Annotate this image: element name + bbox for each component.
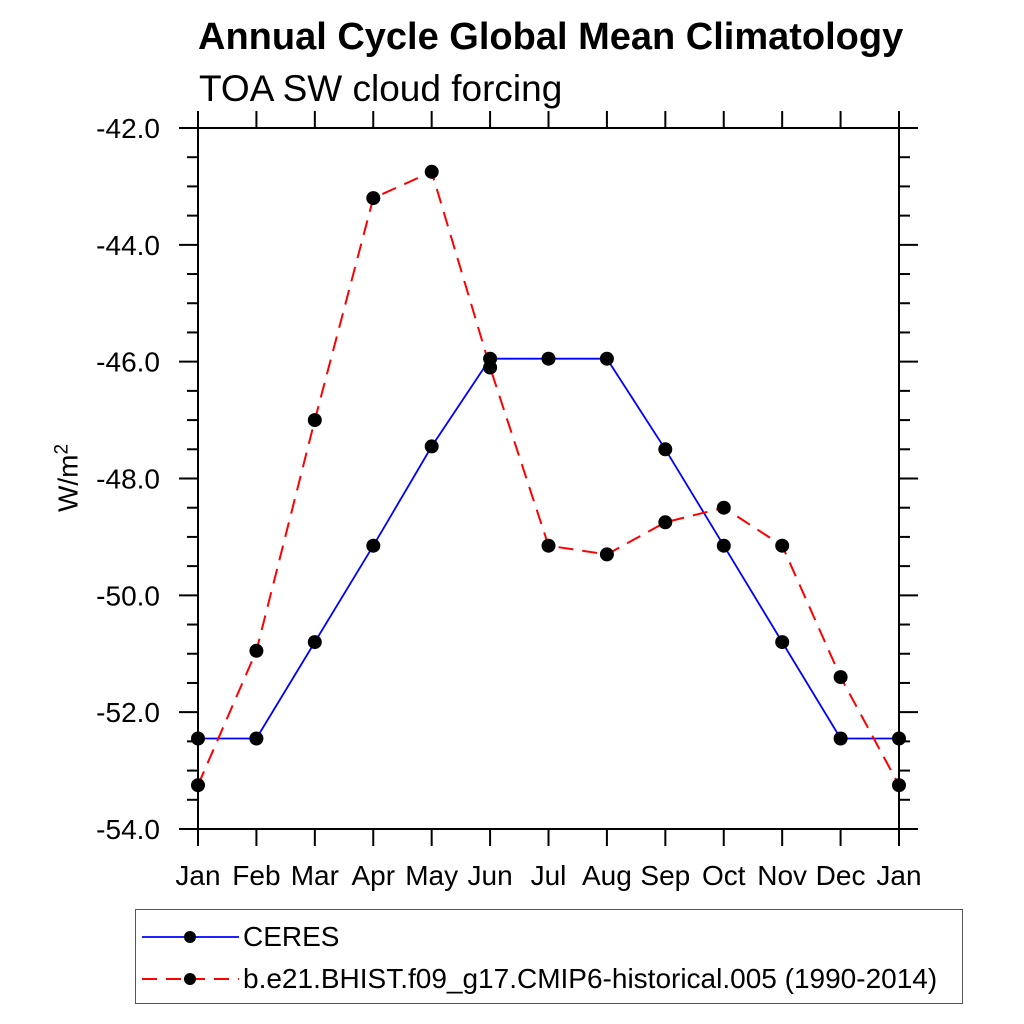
data-point-series-1 <box>424 164 439 179</box>
x-tick-label: Sep <box>640 860 690 891</box>
y-tick-label: -52.0 <box>96 697 160 728</box>
data-point-series-0 <box>775 635 790 650</box>
x-tick-label: Dec <box>816 860 866 891</box>
legend-sample-marker <box>184 973 196 985</box>
x-tick-label: Jun <box>468 860 513 891</box>
x-tick-label: May <box>405 860 458 891</box>
data-point-series-1 <box>599 547 614 562</box>
legend: CERES b.e21.BHIST.f09_g17.CMIP6-historic… <box>135 909 963 1004</box>
data-point-series-1 <box>249 643 264 658</box>
y-tick-label: -46.0 <box>96 347 160 378</box>
data-point-series-1 <box>541 538 556 553</box>
y-tick-label: -42.0 <box>96 113 160 144</box>
data-point-series-0 <box>191 731 205 746</box>
chart-title: Annual Cycle Global Mean Climatology <box>198 16 904 58</box>
legend-sample-marker <box>184 931 196 943</box>
legend-entry-ceres: CERES <box>142 920 339 954</box>
x-tick-label: Jan <box>876 860 921 891</box>
data-point-series-1 <box>775 538 790 553</box>
x-tick-label: Jan <box>175 860 220 891</box>
data-point-series-0 <box>249 731 264 746</box>
legend-sample-line-ceres <box>142 931 239 943</box>
x-tick-label: Mar <box>291 860 339 891</box>
y-tick-label: -48.0 <box>96 464 160 495</box>
legend-sample-line-model <box>142 973 239 985</box>
data-point-series-0 <box>658 442 673 457</box>
plot-frame <box>197 127 900 830</box>
chart-subtitle: TOA SW cloud forcing <box>199 68 563 109</box>
data-point-series-0 <box>366 538 381 553</box>
data-point-series-1 <box>658 515 673 530</box>
data-point-series-1 <box>483 360 498 375</box>
y-tick-label: -44.0 <box>96 230 160 261</box>
data-point-series-1 <box>366 191 381 206</box>
data-point-series-0 <box>541 351 556 366</box>
x-tick-label: Apr <box>351 860 395 891</box>
x-tick-label: Jul <box>531 860 567 891</box>
data-point-series-0 <box>599 351 614 366</box>
data-point-series-0 <box>716 538 731 553</box>
x-tick-label: Feb <box>232 860 280 891</box>
data-point-series-0 <box>892 731 906 746</box>
legend-label-ceres: CERES <box>243 921 340 952</box>
data-point-series-0 <box>307 635 322 650</box>
x-tick-label: Nov <box>757 860 807 891</box>
data-point-series-1 <box>892 778 906 793</box>
y-tick-label: -50.0 <box>96 580 160 611</box>
data-point-series-1 <box>833 670 848 685</box>
y-tick-label: -54.0 <box>96 814 160 845</box>
data-point-series-1 <box>716 500 731 515</box>
data-point-series-1 <box>307 413 322 428</box>
data-point-series-1 <box>191 778 205 793</box>
x-tick-label: Oct <box>702 860 746 891</box>
data-point-series-0 <box>833 731 848 746</box>
series-line-1 <box>197 170 900 786</box>
legend-label-model: b.e21.BHIST.f09_g17.CMIP6-historical.005… <box>243 963 938 994</box>
legend-entry-model: b.e21.BHIST.f09_g17.CMIP6-historical.005… <box>142 962 937 996</box>
data-point-series-0 <box>424 439 439 454</box>
x-tick-label: Aug <box>582 860 632 891</box>
